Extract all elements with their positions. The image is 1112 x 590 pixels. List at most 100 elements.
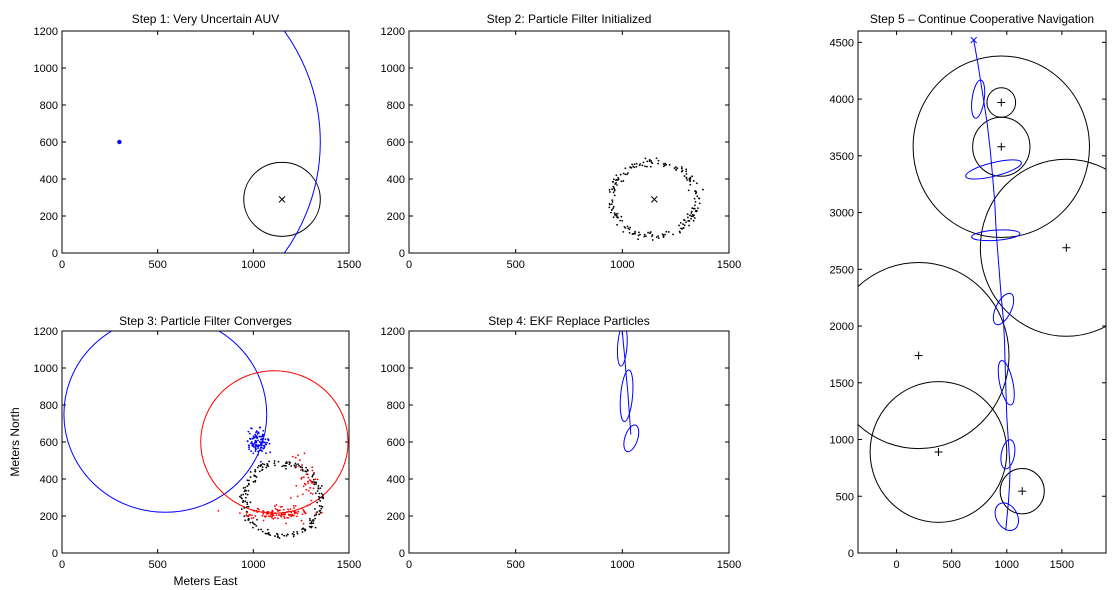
particle: [643, 235, 646, 238]
particle: [702, 188, 704, 191]
particle: [303, 452, 306, 455]
y-tick-label: 800: [387, 400, 405, 412]
particle: [293, 507, 295, 510]
particle: [304, 483, 307, 486]
particle: [687, 189, 690, 192]
particle: [626, 173, 629, 176]
particle: [279, 514, 281, 517]
particle: [664, 233, 666, 236]
particle: [246, 485, 249, 487]
position-dot: [117, 139, 122, 145]
particle: [257, 508, 260, 511]
particle: [608, 206, 611, 209]
particle: [247, 444, 250, 447]
particle: [262, 444, 265, 447]
particle: [685, 168, 688, 171]
x-tick-label: 1500: [337, 559, 361, 571]
particle: [307, 482, 309, 485]
x-tick-label: 500: [506, 259, 524, 271]
particle: [309, 525, 312, 528]
particle: [613, 189, 616, 192]
particle: [683, 175, 686, 177]
particle: [620, 215, 623, 218]
particle: [307, 480, 309, 483]
x-tick-label: 0: [406, 259, 412, 271]
y-tick-label: 0: [52, 548, 58, 560]
particle: [261, 514, 264, 517]
particle: [249, 476, 252, 478]
particle: [246, 493, 249, 496]
particle: [627, 172, 629, 174]
particle: [301, 513, 304, 516]
y-tick-label: 800: [387, 100, 405, 112]
particle: [694, 200, 697, 203]
y-tick-label: 1500: [830, 378, 854, 390]
particle: [322, 494, 324, 496]
particle: [292, 531, 295, 533]
particle: [686, 179, 688, 181]
particle: [260, 444, 263, 447]
particle: [310, 520, 313, 523]
uncertainty-ellipse: [616, 331, 628, 367]
particle: [244, 492, 247, 495]
particle: [693, 217, 696, 219]
y-tick-label: 0: [52, 248, 58, 260]
range-circle: [869, 381, 1008, 523]
particle: [266, 437, 269, 440]
range-circle: [63, 331, 268, 513]
particle: [309, 503, 311, 506]
particle: [288, 463, 291, 466]
particle: [690, 217, 692, 220]
particle: [680, 167, 683, 170]
particle: [644, 165, 646, 168]
particle: [244, 519, 247, 522]
x-tick-label: 0: [59, 559, 65, 571]
particle: [613, 194, 616, 197]
particle: [296, 515, 298, 518]
particle: [302, 476, 305, 479]
particle: [628, 232, 631, 234]
particle: [303, 482, 306, 485]
particle: [259, 465, 262, 467]
particle: [260, 460, 262, 463]
particle: [690, 212, 693, 214]
particle: [261, 433, 264, 436]
particle: [293, 512, 296, 515]
particle: [301, 466, 304, 469]
particle: [316, 501, 318, 504]
particle: [248, 448, 251, 451]
particle: [610, 208, 613, 211]
particle: [291, 532, 294, 535]
y-tick-label: 1200: [381, 326, 405, 338]
particle: [610, 211, 612, 214]
particle: [655, 157, 658, 160]
particle: [688, 177, 691, 180]
subplot-step4: Step 4: EKF Replace Particles 0 500 1000 15…: [381, 314, 742, 571]
particle: [295, 464, 298, 466]
particle: [695, 182, 698, 185]
particle: [257, 431, 259, 434]
y-tick-label: 0: [399, 248, 405, 260]
particle: [251, 437, 254, 440]
ticks-step4: 0 500 1000 1500 0 200 400 600 800 1000 1200: [381, 326, 742, 571]
x-tick-label: 1500: [717, 259, 741, 271]
particle: [248, 446, 250, 449]
particle: [657, 237, 660, 240]
particle: [319, 500, 322, 502]
particle: [273, 462, 276, 465]
y-tick-label: 0: [848, 548, 854, 560]
particle: [267, 439, 270, 442]
particle: [641, 164, 644, 167]
y-tick-label: 400: [387, 474, 405, 486]
particle: [256, 433, 259, 435]
particle: [290, 513, 293, 516]
particle: [253, 436, 256, 439]
particle: [246, 479, 249, 482]
y-tick-label: 1200: [34, 326, 58, 338]
particle: [264, 438, 267, 441]
particle: [266, 532, 269, 535]
x-marker-stroke: [970, 36, 978, 44]
particle: [298, 459, 301, 462]
particle: [693, 197, 696, 200]
particle: [249, 521, 252, 524]
